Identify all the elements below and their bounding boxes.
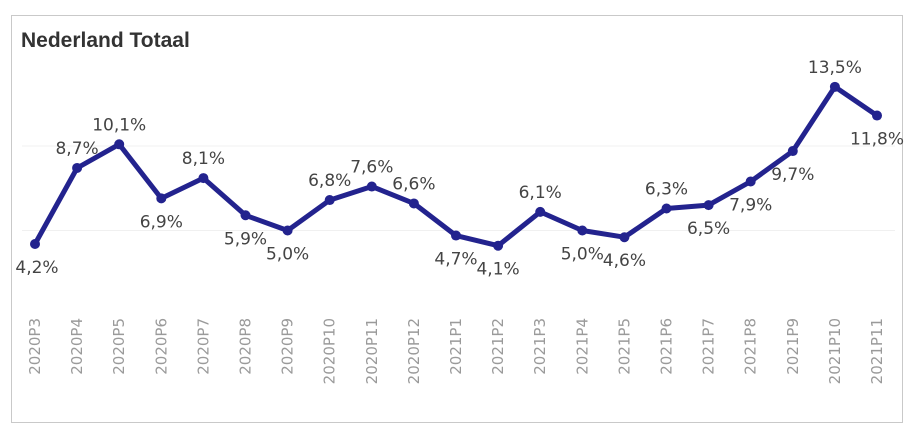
data-label: 8,1%: [182, 149, 225, 169]
data-point[interactable]: [324, 195, 335, 206]
data-point[interactable]: [30, 239, 40, 249]
data-point[interactable]: [408, 198, 419, 209]
data-label: 13,5%: [808, 58, 862, 78]
data-label: 6,5%: [687, 219, 730, 239]
x-tick-label: 2021P11: [868, 318, 886, 384]
data-point[interactable]: [619, 232, 630, 243]
x-tick-label: 2020P11: [363, 318, 381, 384]
x-tick-label: 2020P7: [194, 318, 212, 375]
x-tick-label: 2020P8: [237, 318, 255, 375]
data-label: 4,1%: [476, 260, 519, 280]
data-point[interactable]: [198, 173, 209, 184]
data-point[interactable]: [577, 225, 588, 236]
data-label: 6,3%: [645, 180, 688, 200]
data-label: 7,9%: [729, 195, 772, 215]
data-label: 11,8%: [850, 130, 904, 150]
x-tick-label: 2021P4: [573, 318, 591, 375]
data-point[interactable]: [829, 81, 840, 92]
data-point[interactable]: [703, 200, 714, 211]
data-point[interactable]: [872, 110, 882, 121]
data-point[interactable]: [493, 240, 504, 251]
data-label: 10,1%: [92, 115, 146, 135]
x-tick-label: 2020P9: [279, 318, 297, 375]
data-point[interactable]: [114, 139, 125, 150]
data-label: 6,1%: [519, 183, 562, 203]
x-tick-label: 2020P5: [110, 318, 128, 375]
data-point[interactable]: [787, 146, 798, 157]
data-label: 7,6%: [350, 158, 393, 178]
x-tick-label: 2021P8: [742, 318, 760, 375]
data-point[interactable]: [72, 162, 83, 173]
chart-title: Nederland Totaal: [21, 29, 190, 52]
x-tick-label: 2021P7: [700, 318, 718, 375]
data-label: 4,7%: [434, 250, 477, 270]
x-tick-label: 2020P3: [26, 318, 44, 375]
data-label: 9,7%: [771, 165, 814, 185]
data-label: 6,8%: [308, 171, 351, 191]
data-label: 8,7%: [55, 139, 98, 159]
data-label: 5,9%: [224, 229, 267, 249]
data-label: 5,0%: [266, 244, 309, 264]
data-label: 4,6%: [603, 251, 646, 271]
x-tick-label: 2021P3: [531, 318, 549, 375]
x-tick-label: 2020P4: [68, 318, 86, 375]
x-tick-label: 2021P2: [489, 318, 507, 375]
data-point[interactable]: [535, 206, 546, 217]
data-label: 4,2%: [15, 258, 58, 278]
x-tick-label: 2020P10: [321, 318, 339, 384]
data-point[interactable]: [156, 193, 167, 204]
data-label: 6,9%: [140, 212, 183, 232]
x-tick-label: 2021P9: [784, 318, 802, 375]
x-tick-label: 2021P1: [447, 318, 465, 375]
data-point[interactable]: [745, 176, 756, 187]
chart-frame: [11, 15, 903, 423]
x-tick-label: 2021P5: [615, 318, 633, 375]
data-point[interactable]: [240, 210, 251, 221]
x-tick-label: 2021P10: [826, 318, 844, 384]
data-point[interactable]: [661, 203, 672, 214]
data-label: 5,0%: [561, 244, 604, 264]
data-point[interactable]: [366, 181, 377, 192]
x-tick-label: 2020P6: [152, 318, 170, 375]
x-tick-label: 2021P6: [658, 318, 676, 375]
data-point[interactable]: [282, 225, 293, 236]
data-point[interactable]: [451, 230, 461, 241]
data-label: 6,6%: [392, 174, 435, 194]
x-tick-label: 2020P12: [405, 318, 423, 384]
